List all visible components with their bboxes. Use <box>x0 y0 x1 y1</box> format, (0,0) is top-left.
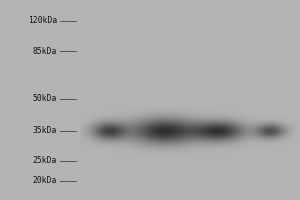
Text: 120kDa: 120kDa <box>28 16 57 25</box>
Text: 25kDa: 25kDa <box>33 156 57 165</box>
Text: 35kDa: 35kDa <box>33 126 57 135</box>
Text: 20kDa: 20kDa <box>33 176 57 185</box>
Text: 50kDa: 50kDa <box>33 94 57 103</box>
Text: 85kDa: 85kDa <box>33 47 57 56</box>
